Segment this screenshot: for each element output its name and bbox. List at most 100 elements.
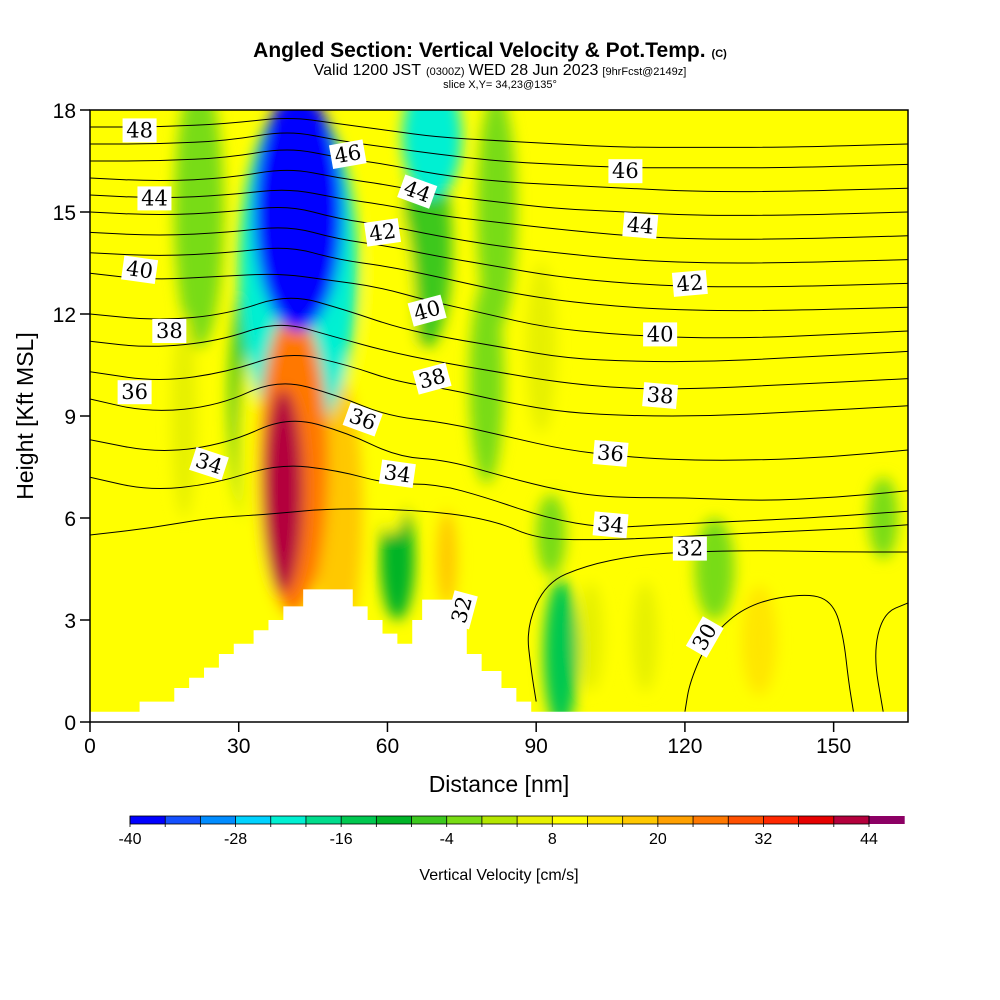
svg-text:40: 40 <box>125 256 155 283</box>
contour-label: 38 <box>642 382 679 410</box>
y-tick-label: 18 <box>53 100 76 123</box>
colorbar-tick-label: 8 <box>548 831 557 848</box>
velocity-cell <box>741 586 777 695</box>
title-tag: (C) <box>712 48 728 60</box>
y-tick-label: 12 <box>53 304 76 327</box>
svg-text:34: 34 <box>382 460 412 487</box>
svg-text:42: 42 <box>676 270 705 296</box>
colorbar-swatch <box>305 816 342 824</box>
velocity-cell <box>367 195 418 535</box>
contour-label: 32 <box>672 536 707 561</box>
contour-label: 40 <box>643 322 678 347</box>
contour-label: 38 <box>152 319 187 343</box>
y-axis: 0 3 6 9 12 15 18 <box>53 100 90 735</box>
svg-text:48: 48 <box>126 118 153 142</box>
pot-temp-contour-line <box>90 297 908 363</box>
slice-info: slice X,Y= 34,23@135° <box>443 79 557 91</box>
colorbar-swatch <box>411 816 448 824</box>
y-tick-label: 9 <box>64 406 76 429</box>
colorbar-swatch <box>481 816 518 824</box>
velocity-cell <box>868 477 899 559</box>
colorbar-swatch <box>376 816 413 824</box>
colorbar-swatch <box>798 816 835 824</box>
valid-prefix: Valid 1200 JST <box>314 62 422 79</box>
velocity-cell <box>543 579 579 722</box>
velocity-cell <box>632 582 658 692</box>
x-tick-label: 90 <box>525 735 548 758</box>
contour-label: 42 <box>363 218 402 247</box>
svg-text:42: 42 <box>368 219 398 246</box>
pot-temp-contour-line <box>90 324 908 390</box>
pot-temp-contour-line <box>90 189 908 240</box>
svg-text:40: 40 <box>647 322 674 346</box>
vertical-velocity-field <box>171 110 899 722</box>
colorbar-swatch <box>270 816 307 824</box>
colorbar-tick-label: -4 <box>440 831 454 848</box>
x-tick-label: 150 <box>816 735 851 758</box>
velocity-cell <box>838 582 869 692</box>
x-axis: 0 30 60 90 120 150 <box>84 722 851 758</box>
pot-temp-contour-line <box>90 118 908 148</box>
colorbar-swatch <box>552 816 588 824</box>
velocity-cell <box>536 494 566 576</box>
colorbar-swatch <box>341 816 377 824</box>
contour-label: 36 <box>592 439 629 467</box>
colorbar-swatch <box>165 816 201 824</box>
colorbar-swatch <box>763 816 800 824</box>
y-tick-label: 15 <box>53 202 76 225</box>
svg-text:46: 46 <box>612 159 639 183</box>
colorbar-tick-label: -16 <box>330 831 353 848</box>
svg-text:44: 44 <box>141 186 168 210</box>
y-tick-label: 0 <box>64 712 76 735</box>
colorbar-swatch <box>869 816 905 824</box>
colorbar-swatch <box>200 816 237 824</box>
contour-label: 42 <box>671 269 708 297</box>
pot-temp-contour-line <box>90 465 908 528</box>
pot-temp-contour-line <box>90 149 908 193</box>
colorbar-swatch <box>446 816 483 824</box>
contour-label: 48 <box>122 118 157 143</box>
svg-text:44: 44 <box>626 212 655 238</box>
svg-text:36: 36 <box>121 380 148 404</box>
colorbar-swatch <box>517 816 553 824</box>
pot-temp-contour-line <box>90 247 908 312</box>
colorbar: -40 -28 -16 -4 8 20 32 44 <box>118 815 905 848</box>
svg-text:Angled Section: Vertical Veloc: Angled Section: Vertical Velocity & Pot.… <box>253 39 727 62</box>
y-tick-label: 6 <box>64 508 76 531</box>
velocity-cell <box>402 110 462 199</box>
valid-fcst: [9hrFcst@2149z] <box>602 66 686 78</box>
velocity-cell <box>578 582 604 692</box>
colorbar-swatch <box>657 816 694 824</box>
plot-area: 4844403836344644424038363432464442403836… <box>90 110 908 722</box>
pot-temp-contour-line <box>875 602 908 712</box>
colorbar-swatch <box>693 816 729 824</box>
y-tick-label: 3 <box>64 610 76 633</box>
velocity-cell <box>263 388 304 593</box>
valid-utc: (0300Z) <box>426 66 465 78</box>
pot-temp-contour-line <box>90 383 908 461</box>
colorbar-tick-label: 44 <box>860 831 878 848</box>
contour-label: 32 <box>445 590 478 630</box>
svg-text:36: 36 <box>596 440 625 466</box>
chart-title: Angled Section: Vertical Velocity & Pot.… <box>253 39 727 91</box>
pot-temp-contour-line <box>90 508 908 541</box>
x-tick-label: 60 <box>376 735 399 758</box>
svg-text:Valid 1200 JST(0300Z)WED 28 Ju: Valid 1200 JST (0300Z) WED 28 Jun 2023 [9hr… <box>314 62 687 79</box>
pot-temp-contour-line <box>527 550 908 702</box>
velocity-cell <box>437 511 457 607</box>
svg-text:38: 38 <box>646 382 675 408</box>
svg-text:32: 32 <box>676 537 703 561</box>
pot-temp-contour-line <box>90 420 908 501</box>
colorbar-swatch <box>130 816 166 824</box>
contour-label: 36 <box>117 380 152 405</box>
contour-label: 38 <box>412 362 452 395</box>
velocity-cell <box>476 110 517 331</box>
colorbar-tick-label: 32 <box>755 831 773 848</box>
pot-temp-contours <box>90 118 908 712</box>
x-tick-label: 120 <box>667 735 702 758</box>
velocity-cell <box>469 280 504 484</box>
colorbar-swatch <box>833 816 870 824</box>
contour-label: 34 <box>378 459 416 489</box>
svg-text:38: 38 <box>156 319 183 343</box>
